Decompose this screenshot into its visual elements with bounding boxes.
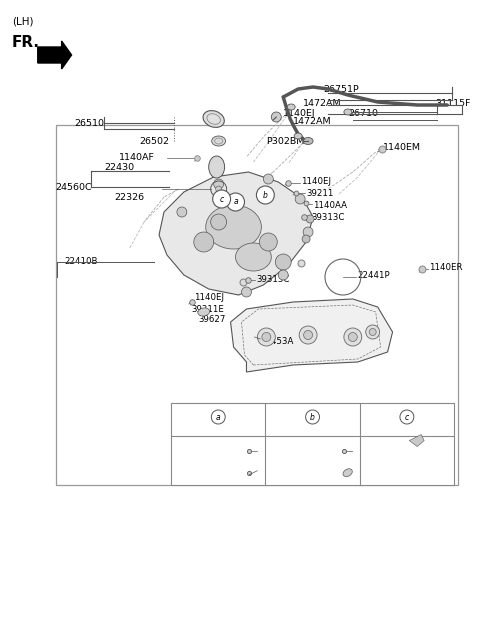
Text: 22326: 22326: [114, 194, 144, 202]
Text: 39211: 39211: [306, 189, 334, 197]
Text: 1140EJ: 1140EJ: [194, 294, 224, 302]
Text: 1140EM: 1140EM: [383, 144, 420, 152]
Text: 22410B: 22410B: [65, 257, 98, 265]
Text: 1140AF: 1140AF: [119, 152, 155, 162]
Text: 1140EJ: 1140EJ: [301, 176, 331, 186]
Text: c: c: [219, 194, 224, 204]
Text: 22453A: 22453A: [260, 336, 294, 346]
Text: 39311E: 39311E: [192, 305, 225, 313]
Circle shape: [400, 410, 414, 424]
Polygon shape: [409, 434, 424, 447]
Text: 26751P: 26751P: [323, 86, 359, 94]
Ellipse shape: [287, 104, 295, 110]
Text: 1140AA: 1140AA: [313, 201, 347, 210]
Ellipse shape: [303, 138, 313, 144]
Circle shape: [348, 333, 357, 341]
Circle shape: [276, 254, 291, 270]
Circle shape: [366, 325, 380, 339]
Circle shape: [299, 326, 317, 344]
Text: (LH): (LH): [12, 17, 34, 27]
Text: 22430: 22430: [104, 164, 134, 173]
Circle shape: [271, 112, 281, 122]
Text: 26502: 26502: [139, 136, 169, 146]
Text: P302BM: P302BM: [266, 136, 305, 146]
Circle shape: [262, 333, 271, 341]
Text: 22441P: 22441P: [358, 271, 390, 281]
Circle shape: [264, 174, 273, 184]
Bar: [56, 125, 458, 485]
Polygon shape: [38, 41, 72, 69]
Circle shape: [278, 270, 288, 280]
Circle shape: [227, 193, 244, 211]
Text: 1140EJ: 1140EJ: [273, 446, 302, 455]
Circle shape: [211, 410, 225, 424]
Text: 26710: 26710: [348, 109, 378, 118]
Circle shape: [214, 179, 224, 189]
Text: FR.: FR.: [12, 35, 40, 50]
Text: 1140EJ: 1140EJ: [283, 109, 316, 118]
Circle shape: [304, 331, 312, 339]
Ellipse shape: [203, 110, 224, 127]
Ellipse shape: [294, 133, 302, 139]
Circle shape: [306, 410, 320, 424]
Circle shape: [369, 328, 376, 336]
Circle shape: [259, 233, 277, 251]
Text: 91991F: 91991F: [368, 441, 399, 450]
Ellipse shape: [236, 243, 271, 271]
Bar: [171, 403, 454, 485]
Circle shape: [177, 207, 187, 217]
Ellipse shape: [209, 156, 225, 178]
Circle shape: [306, 215, 314, 223]
Circle shape: [344, 328, 362, 346]
Text: c: c: [405, 413, 409, 421]
Text: 27369: 27369: [273, 468, 300, 477]
Ellipse shape: [198, 308, 210, 316]
Text: 26510: 26510: [74, 118, 104, 128]
Circle shape: [213, 190, 230, 208]
Circle shape: [295, 194, 305, 204]
Text: a: a: [216, 413, 220, 421]
Text: 1472AM: 1472AM: [303, 99, 342, 109]
Text: 24560C: 24560C: [55, 183, 91, 191]
Circle shape: [211, 214, 227, 230]
Text: b: b: [310, 413, 315, 421]
Text: b: b: [263, 191, 268, 199]
Text: 91991E: 91991E: [368, 466, 399, 475]
Text: 39313C: 39313C: [256, 275, 290, 283]
Text: 1140EJ: 1140EJ: [179, 446, 208, 455]
Ellipse shape: [212, 136, 226, 146]
Polygon shape: [159, 172, 313, 295]
Circle shape: [241, 287, 252, 297]
Text: 91991: 91991: [179, 468, 205, 477]
Ellipse shape: [343, 469, 352, 476]
Ellipse shape: [344, 109, 352, 115]
Circle shape: [302, 235, 310, 243]
Polygon shape: [230, 299, 393, 372]
Circle shape: [303, 227, 313, 237]
Text: 39313C: 39313C: [311, 213, 345, 223]
Text: 31115F: 31115F: [435, 99, 471, 109]
Circle shape: [256, 186, 274, 204]
Ellipse shape: [206, 205, 262, 249]
Text: a: a: [233, 197, 238, 207]
Text: 1472AM: 1472AM: [293, 117, 332, 126]
Circle shape: [194, 232, 214, 252]
Text: 39627: 39627: [199, 315, 226, 325]
Text: 1140ER: 1140ER: [429, 263, 463, 273]
Circle shape: [216, 186, 222, 192]
Circle shape: [257, 328, 276, 346]
